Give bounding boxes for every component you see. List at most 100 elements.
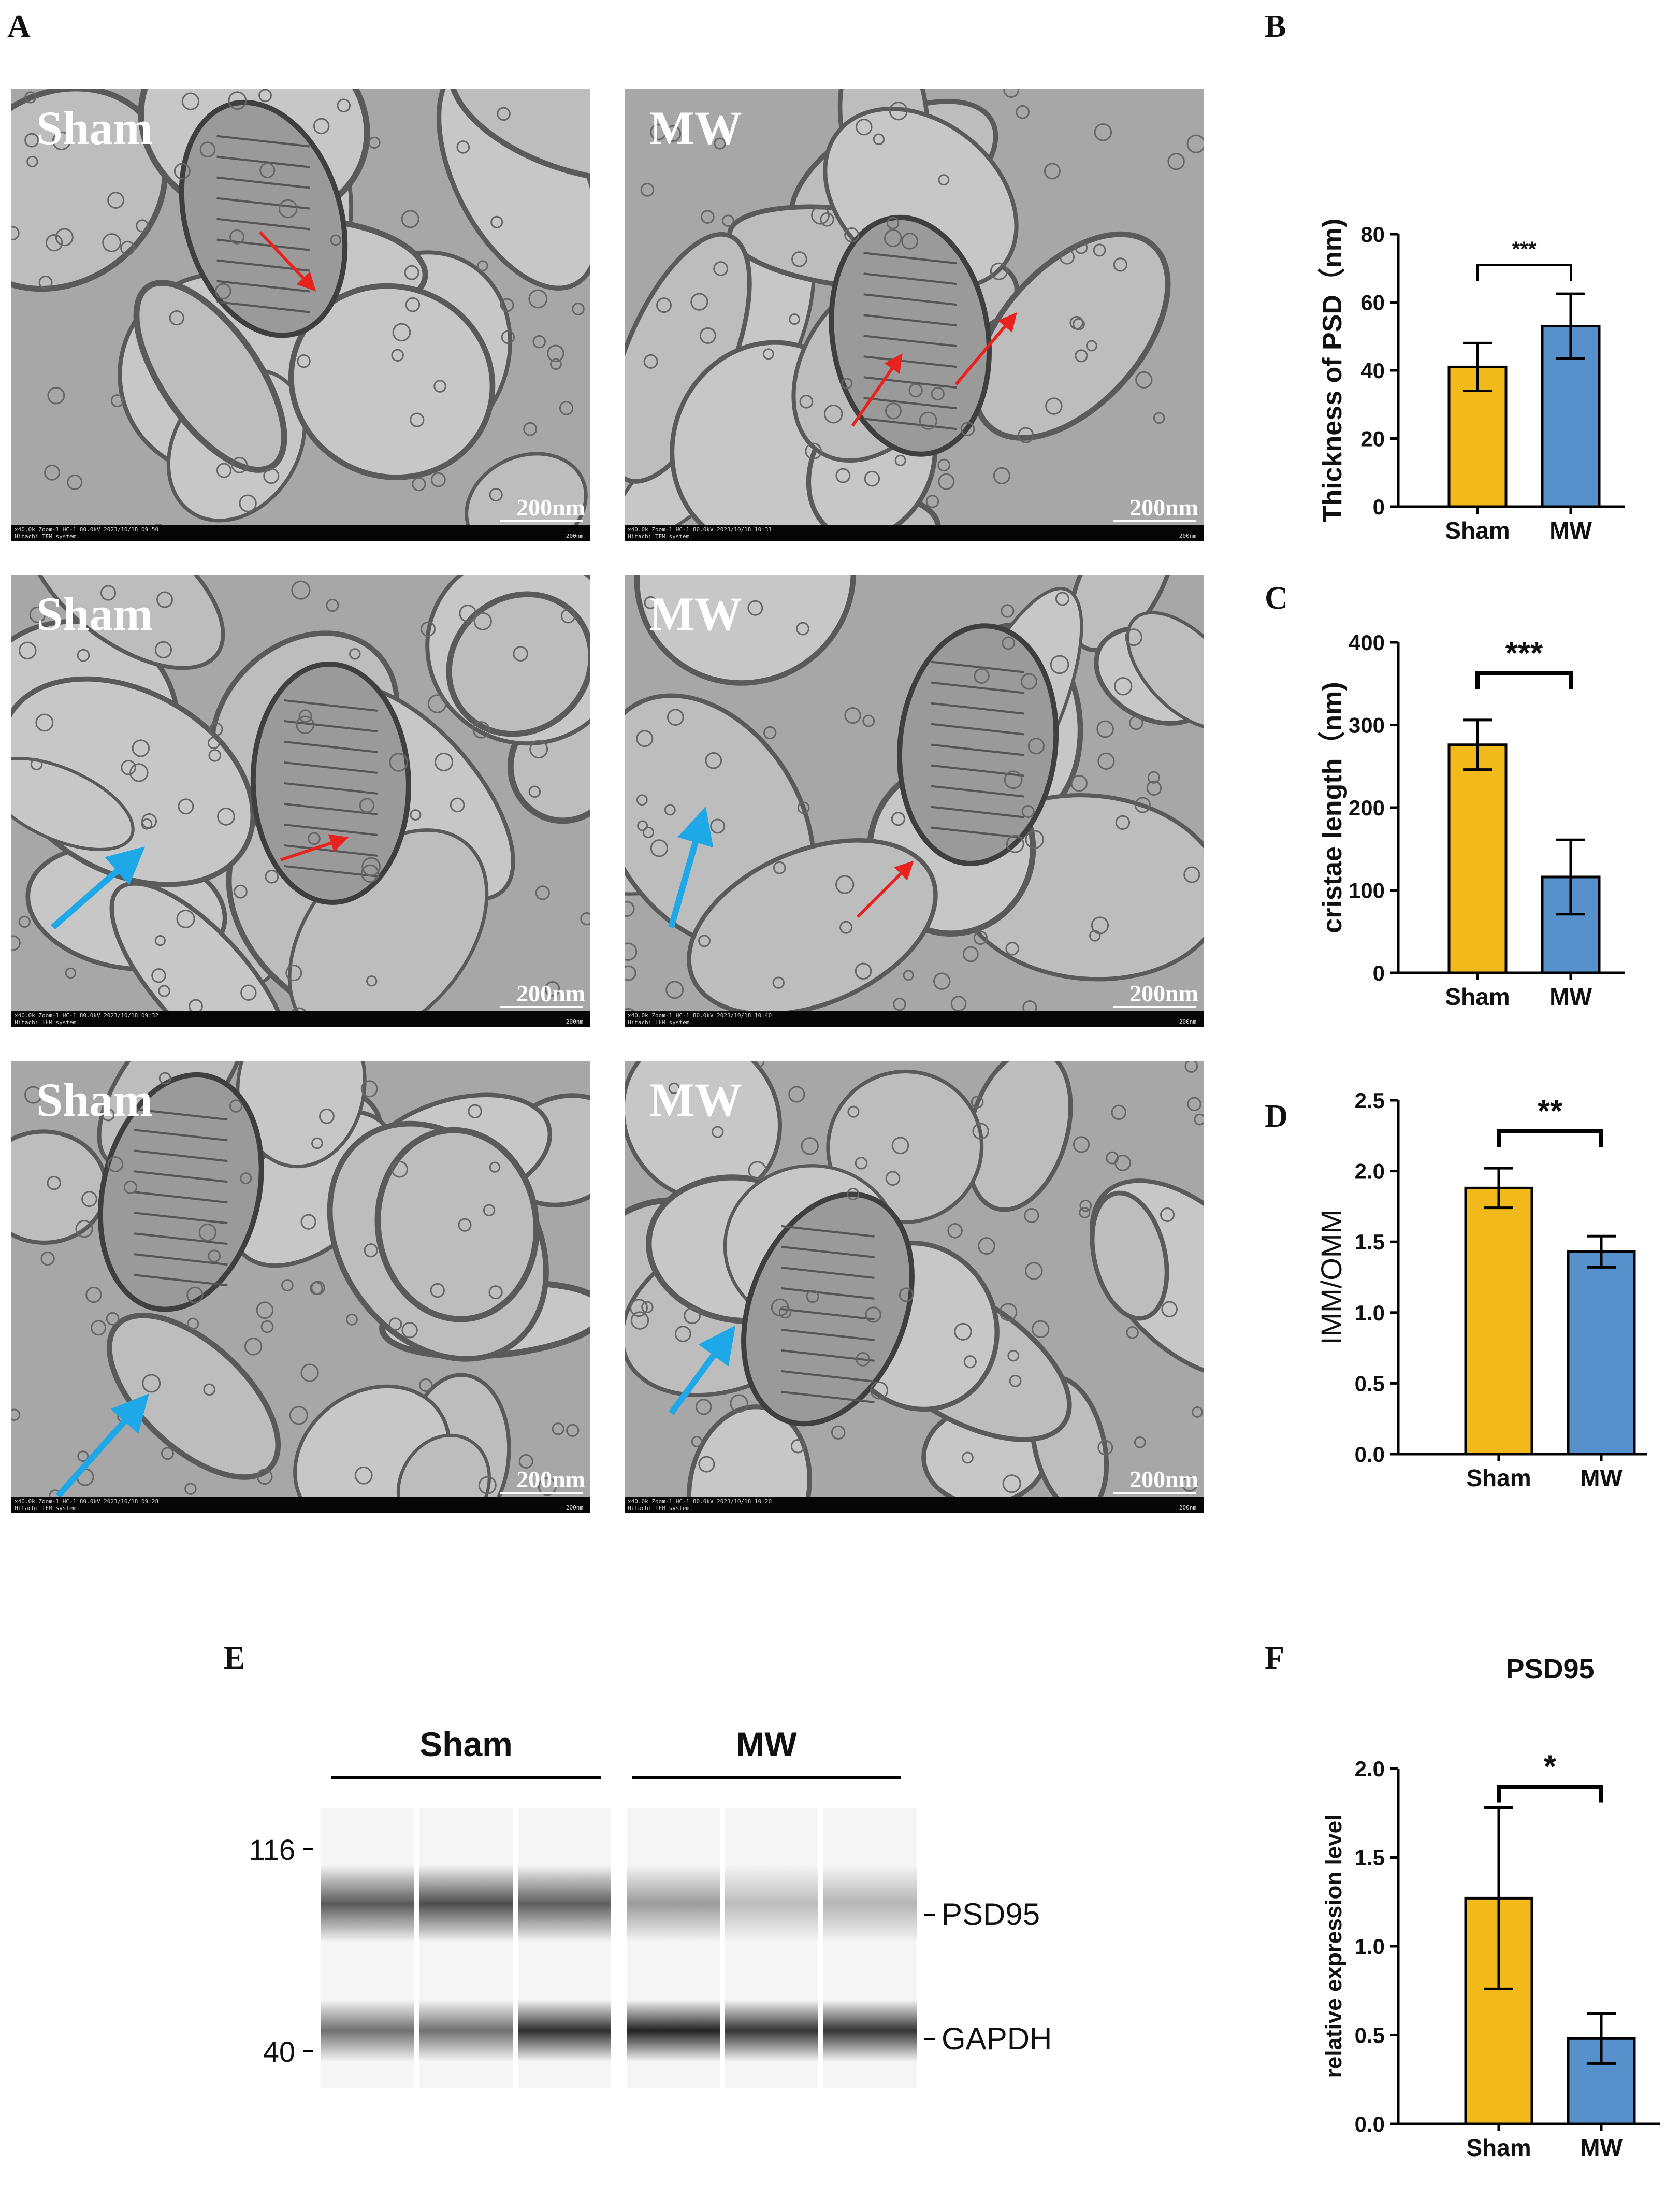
mitochondrial-crista <box>781 1266 875 1279</box>
synaptic-vesicle <box>313 118 330 135</box>
synaptic-vesicle <box>790 1439 805 1454</box>
synaptic-vesicle <box>938 473 955 490</box>
membrane-compartment <box>634 575 857 686</box>
tem-info-bar: x40.0k Zoom-1 HC-1 80.0kV 2023/10/18 09:… <box>11 1497 590 1513</box>
synaptic-vesicle <box>184 1483 197 1495</box>
tem-info-line1: x40.0k Zoom-1 HC-1 80.0kV 2023/10/18 09:… <box>15 1498 159 1505</box>
membrane-compartment <box>447 89 590 184</box>
synaptic-vesicle <box>529 740 548 759</box>
synaptic-vesicle <box>1075 349 1088 363</box>
chart-cristae-length: 0 100 200 300 400 Sham MW *** cristae length（nm) <box>1317 630 1625 1010</box>
synaptic-vesicle <box>993 467 1010 484</box>
synaptic-vesicle <box>643 354 658 369</box>
gapdh-band <box>518 2000 611 2062</box>
synaptic-vesicle <box>410 412 425 427</box>
synaptic-vesicle <box>392 323 411 342</box>
panel-letter-f: F <box>1265 1641 1284 1676</box>
synaptic-vesicle <box>310 1282 323 1295</box>
scale-bar-label: 200nm <box>516 494 585 521</box>
synaptic-vesicle <box>239 494 257 512</box>
tem-image-4: MW 200nm x40.0k Zoom-1 HC-1 80.0kV 2023/10… <box>625 575 1204 1027</box>
synaptic-vesicle <box>960 422 975 436</box>
mitochondrial-crista <box>863 293 957 306</box>
mitochondrial-crista <box>216 176 310 189</box>
tem-info-bar: x40.0k Zoom-1 HC-1 80.0kV 2023/10/18 10:… <box>625 525 1204 541</box>
mitochondrial-crista <box>931 702 1025 715</box>
y-tick-label: 80 <box>1360 222 1385 247</box>
synaptic-vesicle <box>459 605 477 623</box>
synaptic-vesicle <box>207 737 220 750</box>
synaptic-vesicle <box>391 349 404 362</box>
y-tick-label: 0.0 <box>1355 2112 1385 2136</box>
synaptic-vesicle <box>791 251 807 267</box>
tem-group-label: Sham <box>36 587 153 640</box>
synaptic-vesicle <box>865 1306 881 1323</box>
synaptic-vesicle <box>1027 738 1045 755</box>
synaptic-vesicle <box>1086 340 1097 352</box>
mitochondrial-crista <box>216 135 310 148</box>
synaptic-vesicle <box>430 472 446 487</box>
gapdh-band <box>725 2000 818 2062</box>
synaptic-vesicle <box>856 118 873 136</box>
synaptic-vesicle <box>1024 1262 1043 1280</box>
y-tick-label: 100 <box>1349 879 1385 903</box>
synaptic-vesicle <box>667 709 684 726</box>
western-blot: Sham MW 116 40 PSD95 GAPDH <box>249 1725 1052 2088</box>
synaptic-vesicle <box>763 726 777 740</box>
synaptic-vesicle <box>1024 1208 1039 1224</box>
scale-bar <box>1113 1006 1196 1008</box>
synaptic-vesicle <box>256 1469 273 1485</box>
synaptic-vesicle <box>789 313 801 325</box>
synaptic-vesicle <box>217 807 235 826</box>
synaptic-vesicle <box>523 422 538 436</box>
synaptic-vesicle <box>1004 770 1023 789</box>
synaptic-vesicle <box>1096 720 1114 738</box>
synaptic-vesicle <box>240 1172 252 1185</box>
synaptic-vesicle <box>319 1108 335 1124</box>
synaptic-vesicle <box>158 985 170 997</box>
synaptic-vesicle <box>178 798 194 815</box>
synaptic-vesicle <box>630 1299 648 1317</box>
synaptic-vesicle <box>962 946 979 962</box>
significance-bracket <box>1497 1785 1603 1803</box>
synaptic-vesicle <box>999 1303 1018 1321</box>
synaptic-vesicle <box>1002 636 1016 650</box>
mitochondrial-crista <box>931 743 1025 756</box>
synaptic-vesicle <box>640 182 655 197</box>
synaptic-vesicle <box>151 968 166 983</box>
synaptic-vesicle <box>650 839 669 857</box>
synaptic-vesicle <box>544 981 560 997</box>
blue-arrow <box>55 1393 149 1498</box>
tem-info-line2: Hitachi TEM system. <box>628 1505 693 1512</box>
synaptic-vesicle <box>931 386 945 401</box>
tem-image-3: Sham 200nm x40.0k Zoom-1 HC-1 80.0kV 2023/… <box>11 575 590 1027</box>
synaptic-vesicle <box>11 226 20 241</box>
synaptic-vesicle <box>456 140 470 154</box>
synaptic-vesicle <box>102 1108 115 1122</box>
synaptic-vesicle <box>401 1322 418 1339</box>
synaptic-vesicle <box>121 759 136 775</box>
synaptic-vesicle <box>954 1322 972 1341</box>
synaptic-vesicle <box>625 942 638 961</box>
x-tick-label: Sham <box>1445 517 1510 544</box>
synaptic-vesicle <box>559 401 574 415</box>
scale-bar <box>1113 520 1196 522</box>
y-tick-label: 2.0 <box>1355 1757 1385 1781</box>
synaptic-vesicle <box>820 212 834 227</box>
chart-psd-thickness: 0 20 40 60 80 Sham MW *** Thickness of PSD（nm) <box>1317 219 1625 544</box>
synaptic-vesicle <box>158 1072 171 1085</box>
synaptic-vesicle <box>547 344 564 362</box>
tem-info-scale: 200nm <box>1179 533 1196 539</box>
synaptic-vesicle <box>1126 1326 1139 1339</box>
synaptic-vesicle <box>359 798 375 813</box>
synaptic-vesicle <box>229 1099 243 1113</box>
mitochondrial-crista <box>781 1287 875 1300</box>
synaptic-vesicle <box>1181 1476 1198 1492</box>
synaptic-vesicle <box>835 875 855 894</box>
synaptic-vesicle <box>1055 592 1070 606</box>
synaptic-vesicle <box>1134 1436 1146 1448</box>
synaptic-vesicle <box>297 354 311 368</box>
synaptic-vesicle <box>772 976 785 989</box>
synaptic-vesicle <box>668 1082 680 1095</box>
synaptic-vesicle <box>401 210 419 228</box>
